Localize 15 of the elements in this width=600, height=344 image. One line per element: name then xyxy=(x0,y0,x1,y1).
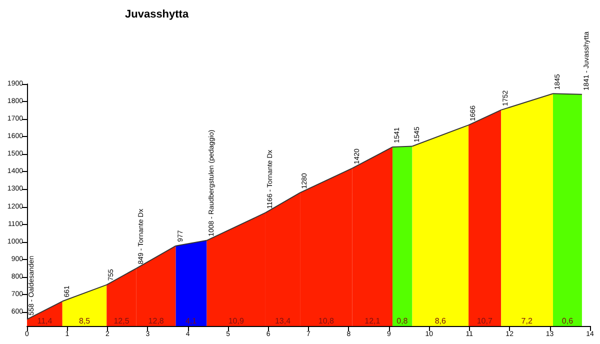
annotation: 12,1 xyxy=(364,316,381,326)
annotation: 12,8 xyxy=(148,316,164,326)
annotation: 12,5 xyxy=(114,316,130,326)
annotation: 13,4 xyxy=(274,316,292,326)
annotation: 11,4 xyxy=(37,316,53,326)
annotation: 10,8 xyxy=(318,316,335,326)
annotation: 0,6 xyxy=(562,316,574,326)
annotation: 8,5 xyxy=(78,316,91,326)
annotation: 10,7 xyxy=(476,316,493,326)
annotation: 10,9 xyxy=(228,316,244,326)
annotation: 8,6 xyxy=(434,316,447,326)
annotation: 7,2 xyxy=(521,316,533,326)
chart-title: Juvasshytta xyxy=(125,8,190,20)
annotation: 4,1 xyxy=(186,316,198,326)
annotation: 0,8 xyxy=(396,316,408,326)
